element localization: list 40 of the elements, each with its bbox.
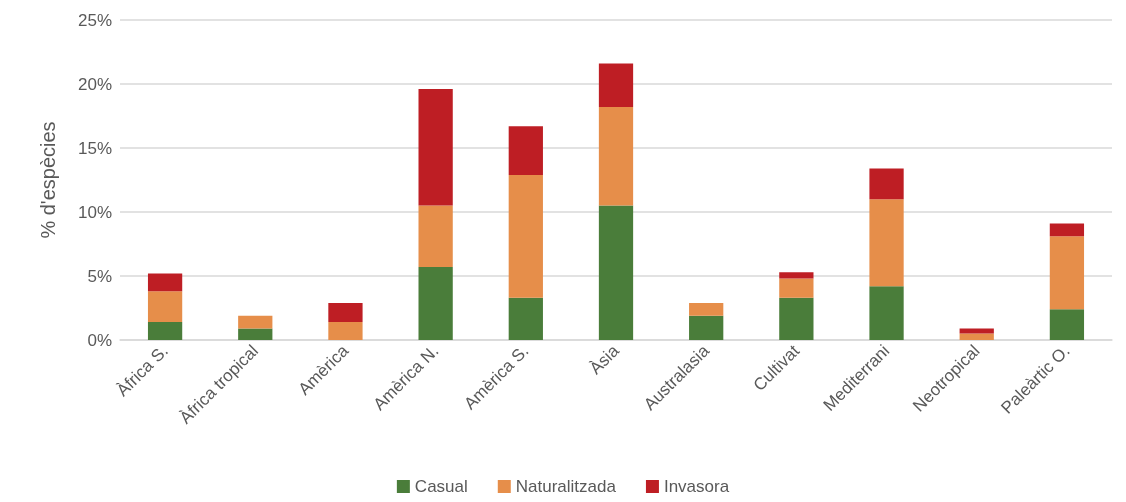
y-tick-label: 20% — [77, 74, 112, 94]
bar — [328, 322, 363, 340]
bar — [598, 205, 634, 340]
bar — [147, 291, 183, 323]
bar — [689, 315, 724, 340]
y-tick-label: 15% — [77, 138, 112, 158]
bar — [1049, 223, 1085, 237]
bar — [418, 205, 453, 268]
bar — [598, 63, 634, 108]
bar — [508, 297, 543, 340]
bar — [598, 107, 634, 206]
legend-label: Invasora — [663, 477, 730, 496]
bar — [779, 272, 814, 279]
bar — [1049, 309, 1085, 340]
legend-label: Naturalitzada — [515, 477, 617, 496]
bar — [959, 328, 994, 334]
bar — [689, 302, 724, 316]
bar — [147, 273, 183, 292]
y-tick-label: 10% — [77, 202, 112, 222]
bar — [869, 168, 904, 200]
bar — [869, 199, 904, 287]
bar — [238, 328, 273, 340]
bar — [238, 315, 273, 329]
y-tick-label: 5% — [87, 266, 112, 286]
bar — [779, 297, 814, 340]
legend-label: Casual — [414, 477, 468, 496]
y-tick-label: 0% — [87, 330, 112, 350]
bar — [869, 286, 904, 340]
x-tick-label: Àsia — [585, 340, 624, 379]
y-tick-label: 25% — [77, 10, 112, 30]
y-axis-title: % d'espècies — [37, 121, 59, 239]
bar — [959, 333, 994, 340]
bar — [418, 267, 453, 340]
bar — [418, 89, 453, 206]
bar — [1049, 236, 1085, 310]
bar — [779, 278, 814, 298]
bar — [147, 322, 183, 340]
bar — [508, 174, 543, 298]
bar — [508, 126, 543, 175]
bar — [328, 302, 363, 323]
